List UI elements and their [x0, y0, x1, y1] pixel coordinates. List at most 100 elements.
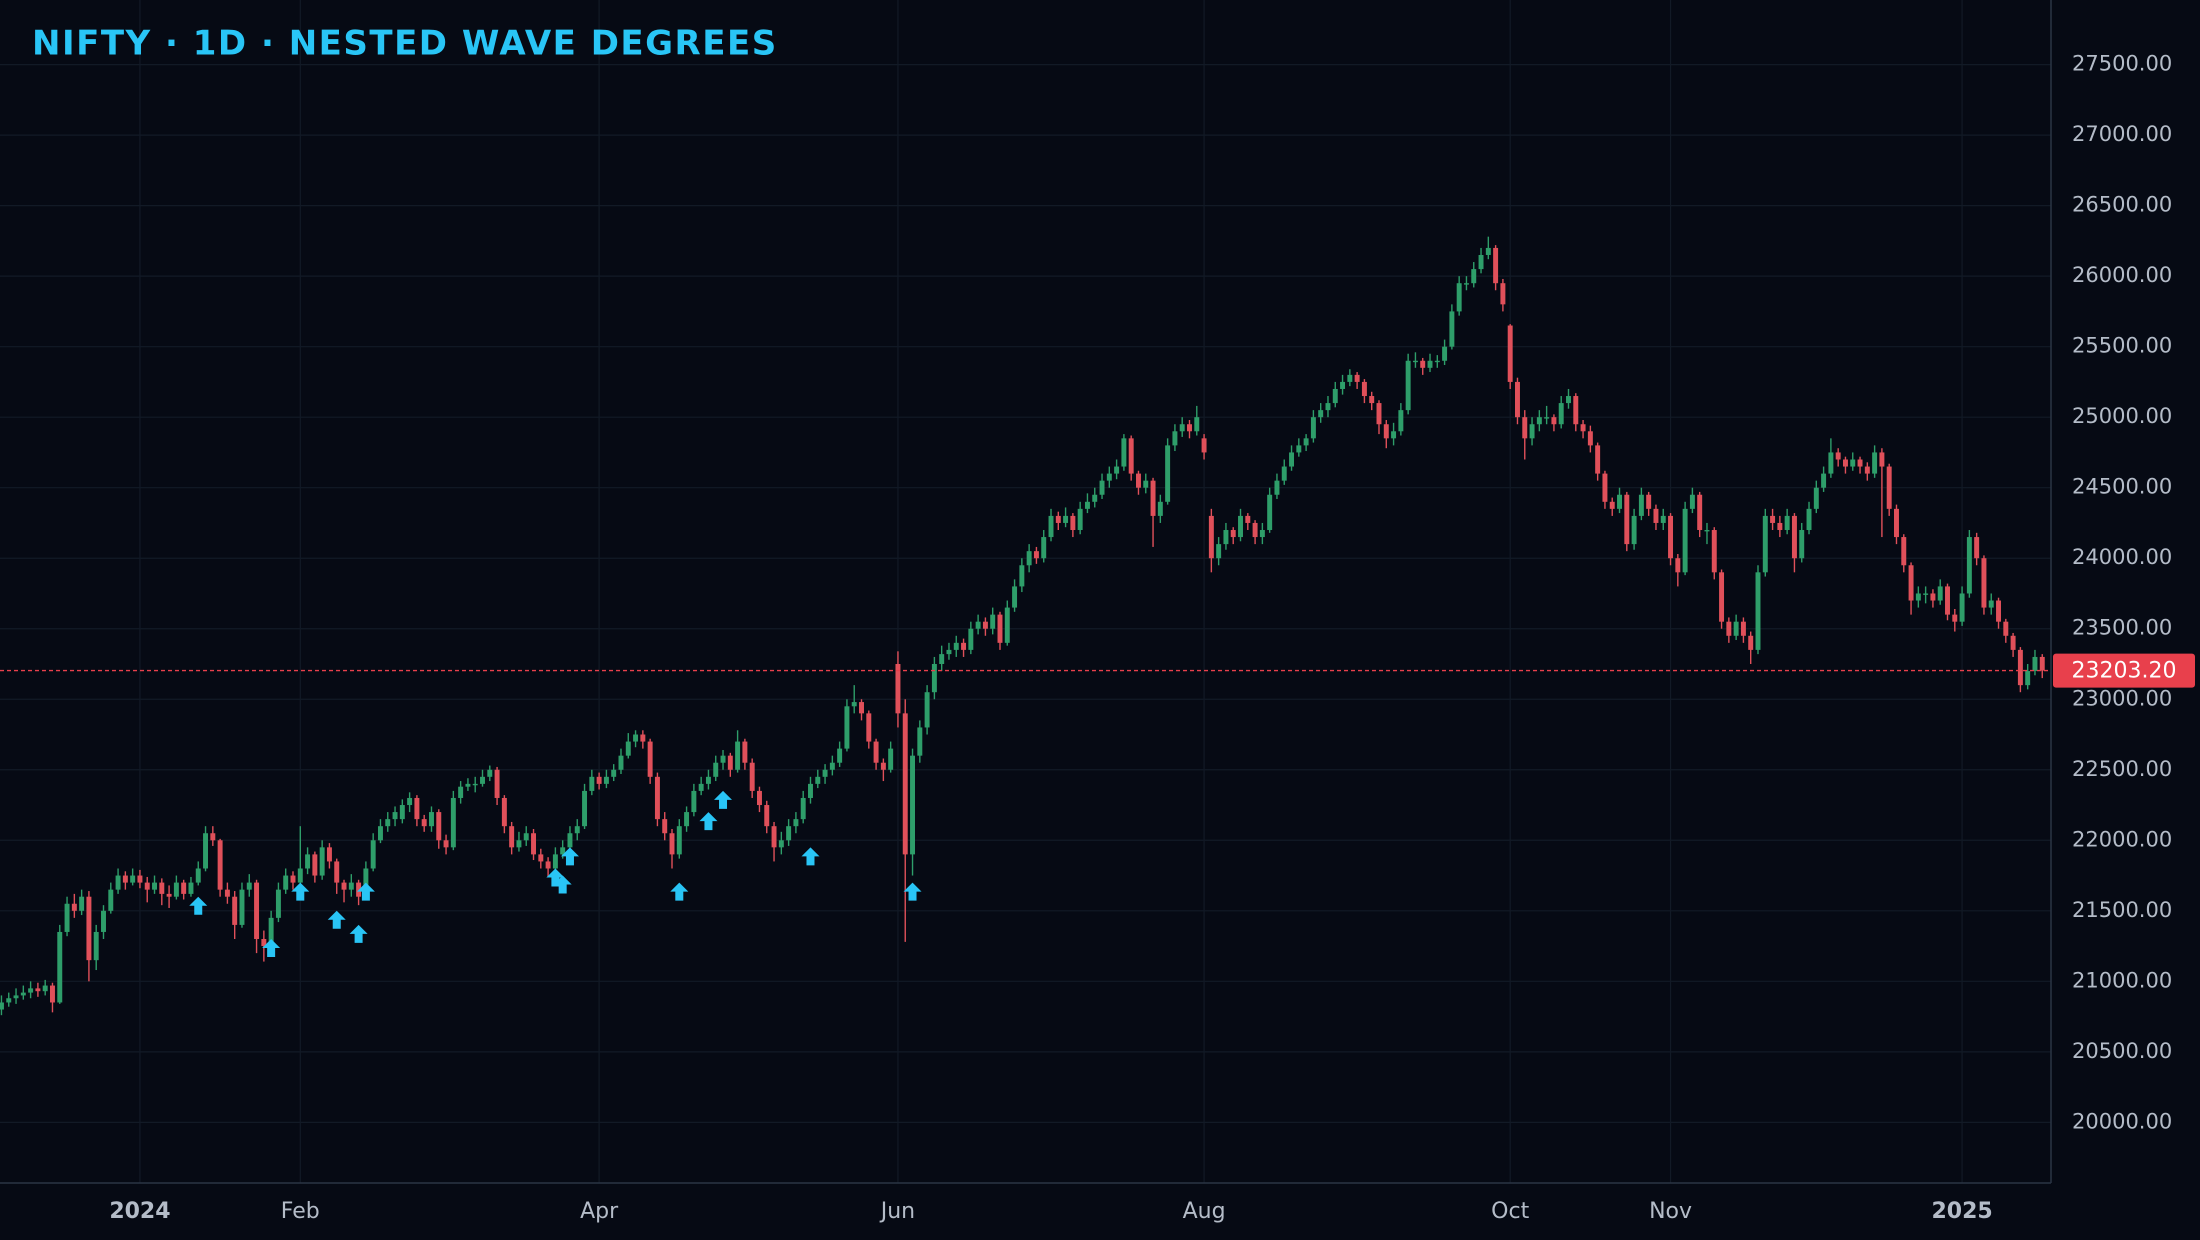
candle-body: [224, 889, 230, 897]
candle-body: [13, 995, 19, 999]
candle-body: [851, 702, 857, 707]
candle-body: [545, 861, 551, 869]
candle-body: [873, 741, 879, 763]
candle-body: [137, 875, 143, 883]
candle-body: [975, 621, 981, 629]
candle-body: [596, 776, 602, 784]
candle-body: [71, 903, 77, 911]
y-tick-label: 23000.00: [2072, 686, 2172, 710]
candle-body: [793, 819, 799, 827]
x-tick-label: Feb: [281, 1199, 320, 1224]
candle-body: [64, 903, 70, 932]
candle-body: [1835, 452, 1841, 460]
signal-arrow: [801, 847, 820, 866]
candle-body: [370, 840, 376, 869]
candle-body: [1340, 381, 1346, 389]
candle-body: [1777, 522, 1783, 531]
candle-body: [837, 748, 843, 763]
candle-body: [997, 614, 1003, 643]
candle-body: [297, 868, 303, 883]
x-tick-label: Apr: [580, 1199, 619, 1224]
y-tick-label: 20000.00: [2072, 1109, 2172, 1133]
candle-body: [1544, 417, 1550, 419]
signal-arrow: [546, 868, 565, 887]
candle-body: [1033, 551, 1039, 559]
candle-body: [93, 931, 99, 961]
candle-body: [1842, 459, 1848, 467]
candle-body: [217, 840, 223, 890]
candle-body: [443, 840, 449, 848]
candle-body: [1442, 346, 1448, 361]
signal-arrow: [291, 882, 310, 901]
y-tick-label: 24500.00: [2072, 475, 2172, 499]
candle-body: [786, 826, 792, 841]
candle-body: [1099, 480, 1105, 495]
candle-body: [1121, 438, 1127, 467]
candle-body: [0, 1002, 4, 1010]
candle-body: [1966, 537, 1972, 594]
candle-body: [720, 755, 726, 763]
candle-body: [1063, 515, 1069, 523]
candle-body: [1675, 558, 1681, 573]
candle-body: [305, 854, 311, 869]
candle-body: [2010, 635, 2016, 650]
candle-body: [239, 889, 245, 925]
candle-body: [1223, 530, 1229, 545]
signal-arrow: [714, 790, 733, 809]
candle-body: [1004, 607, 1010, 643]
y-tick-label: 26500.00: [2072, 193, 2172, 217]
candle-body: [1762, 515, 1768, 573]
candle-body: [654, 776, 660, 820]
signal-arrow: [553, 875, 572, 894]
candle-body: [560, 847, 566, 855]
candles: [0, 236, 2045, 1016]
candle-body: [254, 882, 260, 940]
candle-body: [859, 702, 864, 714]
candle-body: [829, 762, 835, 770]
candle-body: [210, 833, 216, 841]
candle-body: [108, 889, 114, 911]
candle-body: [1420, 360, 1426, 368]
candle-body: [1740, 621, 1746, 636]
candle-body: [1084, 501, 1090, 509]
signal-arrow: [349, 924, 368, 943]
y-tick-label: 26000.00: [2072, 263, 2172, 287]
candle-body: [1478, 254, 1484, 270]
candle-body: [1522, 417, 1528, 439]
candle-body: [450, 797, 456, 848]
candle-body: [822, 769, 828, 777]
candle-body: [982, 621, 988, 629]
candle-body: [1041, 537, 1047, 559]
candle-body: [1114, 466, 1120, 474]
candle-body: [1726, 621, 1732, 636]
signal-arrow: [699, 812, 718, 831]
candle-body: [939, 654, 945, 664]
signal-arrow: [670, 882, 689, 901]
candle-body: [910, 755, 916, 855]
candle-body: [1238, 515, 1243, 538]
candle-body: [1937, 586, 1943, 601]
candle-body: [152, 882, 157, 890]
candle-body: [115, 875, 121, 890]
candle-body: [414, 797, 420, 820]
candle-body: [1872, 452, 1878, 474]
candle-body: [1361, 381, 1367, 397]
candle-body: [436, 812, 442, 841]
y-tick-label: 22000.00: [2072, 827, 2172, 851]
candle-body: [1850, 459, 1856, 467]
candle-body: [1631, 515, 1637, 545]
candle-body: [1908, 565, 1914, 601]
candle-body: [778, 840, 784, 848]
candle-body: [1077, 508, 1083, 531]
candle-body: [1806, 508, 1812, 531]
candle-body: [1689, 494, 1695, 509]
candle-body: [1128, 438, 1134, 474]
candle-body: [1952, 614, 1958, 622]
candle-body: [407, 797, 413, 806]
x-tick-label: 2024: [109, 1199, 170, 1224]
overlay: [0, 669, 2051, 958]
candle-body: [1733, 621, 1739, 636]
candle-body: [727, 755, 733, 770]
candle-body: [1026, 551, 1032, 566]
